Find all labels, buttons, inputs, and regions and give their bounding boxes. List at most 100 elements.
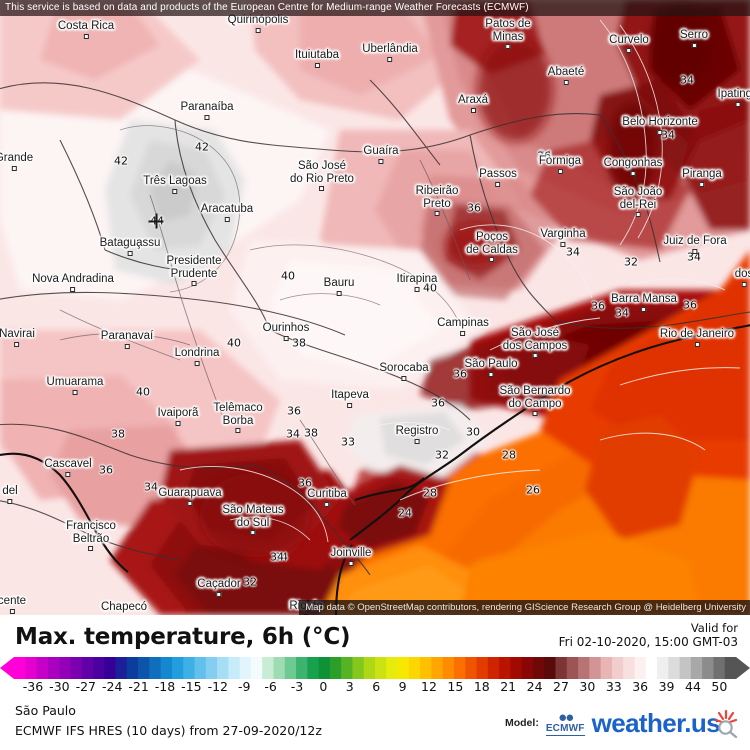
color-scale-cell [14, 657, 26, 679]
color-scale-tick: -3 [290, 679, 304, 694]
color-scale-cell [690, 657, 703, 679]
color-scale-cell [555, 657, 568, 679]
color-scale-tick: 30 [579, 679, 596, 694]
color-scale-cell [171, 657, 184, 679]
color-scale-cell [194, 657, 207, 679]
ecmwf-disclaimer: This service is based on data and produc… [0, 0, 750, 16]
color-scale-tick: 21 [500, 679, 517, 694]
color-scale-cell [160, 657, 173, 679]
color-scale-cell [442, 657, 455, 679]
color-scale-cell [600, 657, 613, 679]
color-scale-cell [657, 657, 669, 679]
color-scale-cell [126, 657, 139, 679]
color-scale-cell [239, 657, 252, 679]
color-scale-cell [499, 657, 511, 679]
color-scale-cell [341, 657, 353, 679]
color-scale-cell [228, 657, 241, 679]
color-scale-tick: 3 [345, 679, 354, 694]
color-scale-cell [36, 657, 49, 679]
color-scale-tick: 9 [398, 679, 407, 694]
color-scale-ticks: -36 -30 -27 -24 -21 -18 -15 -12 -9 -6 -3 0 3 6 9 12 15 18… [0, 679, 750, 697]
color-scale-tick: 44 [685, 679, 701, 694]
color-scale-cell [702, 657, 714, 679]
color-scale-cell [284, 657, 297, 679]
color-scale-cell [92, 657, 105, 679]
color-scale-cell [465, 657, 477, 679]
color-scale-cell [81, 657, 94, 679]
color-scale-tick: 36 [632, 679, 649, 694]
color-scale-cell [318, 657, 331, 679]
color-scale-cell [386, 657, 398, 679]
color-scale-bar [0, 657, 750, 679]
color-scale-cell [363, 657, 376, 679]
weather-us-wordmark: weather.us [591, 708, 721, 738]
color-scale-cell [453, 657, 466, 679]
color-scale-tick: 6 [372, 679, 381, 694]
color-scale-cell [476, 657, 489, 679]
color-scale-cell [611, 657, 624, 679]
color-scale-tick: -18 [154, 679, 176, 694]
color-scale-tick: 39 [658, 679, 675, 694]
valid-for-block: Valid for Fri 02-10-2020, 15:00 GMT-03 [559, 621, 738, 650]
color-scale-tick: 33 [605, 679, 622, 694]
color-scale-cell [115, 657, 128, 679]
color-scale-cell [578, 657, 590, 679]
color-scale-cell [679, 657, 692, 679]
cursor-crosshair [148, 213, 164, 229]
color-scale-cell [566, 657, 579, 679]
color-scale-tick: -21 [128, 679, 149, 694]
color-scale-cell [634, 657, 647, 679]
color-scale-tick: 18 [473, 679, 490, 694]
color-scale-cell [487, 657, 500, 679]
color-scale-cell [296, 657, 308, 679]
color-scale-tick: 12 [421, 679, 437, 694]
color-scale-cell [205, 657, 218, 679]
weather-map-panel[interactable]: This service is based on data and produc… [0, 0, 750, 615]
model-run-info: ECMWF IFS HRES (10 days) from 27-09-2020… [15, 723, 322, 738]
color-scale-tick: 24 [526, 679, 543, 694]
color-scale-tick: -12 [207, 679, 228, 694]
color-scale-cell [521, 657, 534, 679]
color-scale-tick: -24 [101, 679, 123, 694]
weather-us-logo[interactable]: weather.us [591, 708, 740, 739]
color-scale-tick: -15 [181, 679, 202, 694]
valid-for-label: Valid for [690, 621, 738, 635]
color-scale-cell [59, 657, 71, 679]
color-scale-cell [713, 657, 726, 679]
temperature-raster[interactable] [0, 0, 750, 615]
sun-magnifier-icon [710, 708, 740, 739]
color-scale-cell [70, 657, 83, 679]
color-scale-tick: 0 [319, 679, 328, 694]
color-scale-tick: 50 [711, 679, 728, 694]
color-scale-cell [431, 657, 444, 679]
color-scale-cell [250, 657, 263, 679]
ecmwf-logo: ●● ECMWF [545, 710, 585, 736]
color-scale-tick: 27 [553, 679, 569, 694]
color-scale-cell [329, 657, 342, 679]
brand-block: Model: ●● ECMWF weather.us [504, 708, 740, 739]
color-scale-cell [397, 657, 410, 679]
color-scale-cell [149, 657, 162, 679]
color-scale-cell [104, 657, 116, 679]
color-scale-cell [420, 657, 432, 679]
color-scale-cell [183, 657, 195, 679]
color-scale-cell [217, 657, 229, 679]
color-scale-cell [623, 657, 635, 679]
color-scale-cell [138, 657, 150, 679]
color-scale-cell [510, 657, 523, 679]
color-scale-cell [668, 657, 680, 679]
color-scale-cell [273, 657, 286, 679]
color-scale-cell [375, 657, 387, 679]
map-attribution: Map data © OpenStreetMap contributors, r… [299, 600, 750, 615]
color-scale-tick: -6 [264, 679, 277, 694]
legend-title: Max. temperature, 6h (°C) [15, 624, 351, 650]
color-scale-tick: 15 [447, 679, 464, 694]
color-scale-tick: -9 [237, 679, 251, 694]
color-scale-cell [262, 657, 274, 679]
color-scale-cell [724, 657, 737, 679]
ecmwf-logo-text: ECMWF [545, 722, 585, 736]
color-scale-cell [645, 657, 658, 679]
region-name: São Paulo [15, 703, 76, 718]
model-prefix-label: Model: [504, 717, 539, 729]
color-scale-tick: -27 [75, 679, 97, 694]
